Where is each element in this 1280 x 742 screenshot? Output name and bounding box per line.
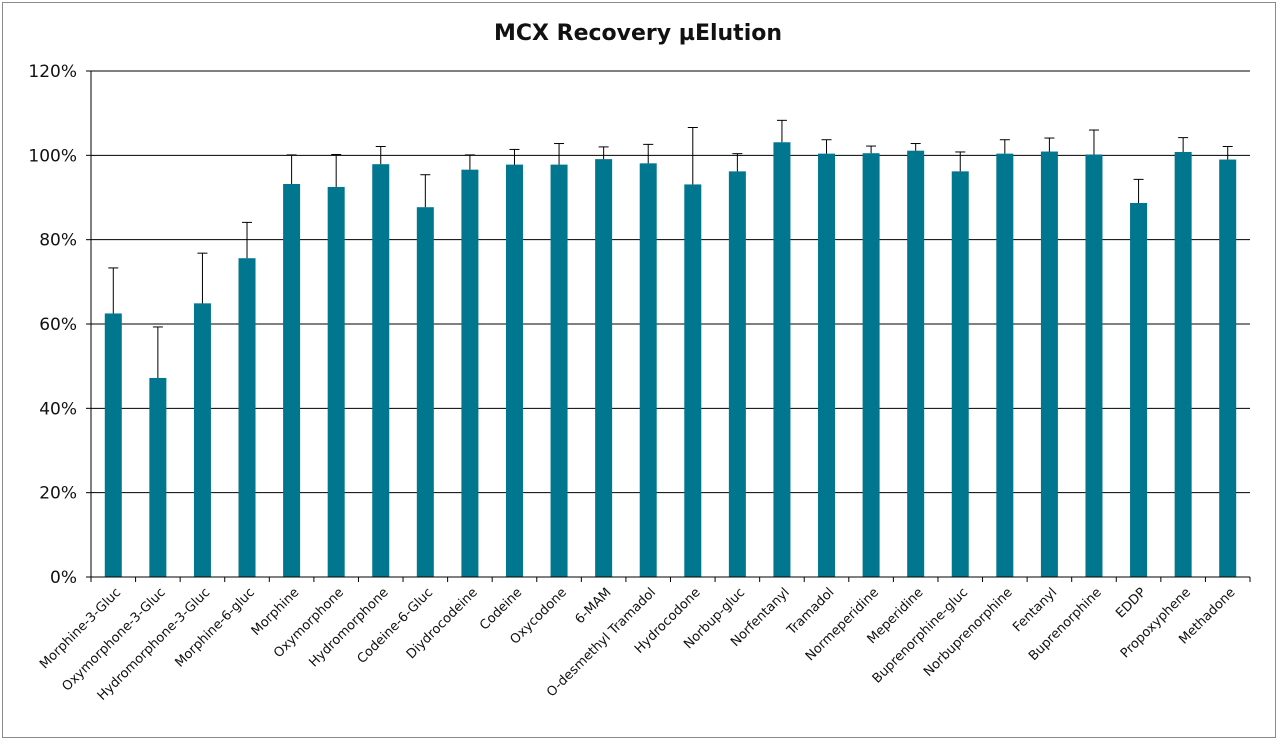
x-tick-label: 6-MAM <box>573 585 615 627</box>
bar <box>773 142 791 578</box>
x-tick-label: Morphine-3-Gluc <box>37 585 124 672</box>
bar <box>1174 151 1192 577</box>
bar <box>238 258 256 577</box>
bar <box>104 313 122 577</box>
bar <box>639 163 657 577</box>
x-tick-label: EDDP <box>1113 585 1149 621</box>
bar <box>1219 159 1237 578</box>
bar <box>595 159 613 577</box>
bar <box>283 184 301 578</box>
x-tick-label: Norbuprenorphine <box>921 585 1016 680</box>
bar <box>907 150 925 577</box>
bar <box>818 153 836 577</box>
x-tick-label: Hydromorphone <box>306 585 391 670</box>
bar <box>996 153 1014 577</box>
y-tick-label: 120% <box>28 62 77 82</box>
bar <box>1085 154 1103 578</box>
bar <box>372 164 390 577</box>
bar <box>728 171 746 577</box>
y-tick-label: 40% <box>39 399 77 419</box>
x-axis-ticks: Morphine-3-GlucOxymorphone-3-GlucHydromo… <box>37 577 1251 704</box>
bar <box>193 303 211 577</box>
y-tick-label: 80% <box>39 231 77 251</box>
bar <box>951 171 969 577</box>
bar-chart: MCX Recovery µElution 0% 20% 40% 60% 80% 100%… <box>28 21 1251 704</box>
bar <box>327 186 345 578</box>
bar <box>1130 202 1148 577</box>
y-tick-label: 20% <box>39 484 77 504</box>
x-tick-label: Morphine-6-gluc <box>172 585 257 670</box>
bar <box>1040 151 1058 577</box>
bar <box>684 184 702 577</box>
y-axis-ticks: 0% 20% 40% 60% 80% 100% 120% <box>28 62 91 588</box>
chart-title: MCX Recovery µElution <box>494 21 782 46</box>
bar <box>416 207 434 577</box>
bar <box>149 377 167 577</box>
y-tick-label: 100% <box>28 146 77 166</box>
y-tick-label: 0% <box>50 568 77 588</box>
bar <box>461 169 479 578</box>
bar <box>862 153 880 577</box>
bars <box>104 142 1237 578</box>
y-tick-label: 60% <box>39 315 77 335</box>
gridlines <box>91 70 1250 494</box>
x-tick-label: Codeine-6-Gluc <box>355 585 437 667</box>
error-bars <box>108 119 1233 378</box>
bar <box>505 164 523 578</box>
bar <box>550 164 568 578</box>
